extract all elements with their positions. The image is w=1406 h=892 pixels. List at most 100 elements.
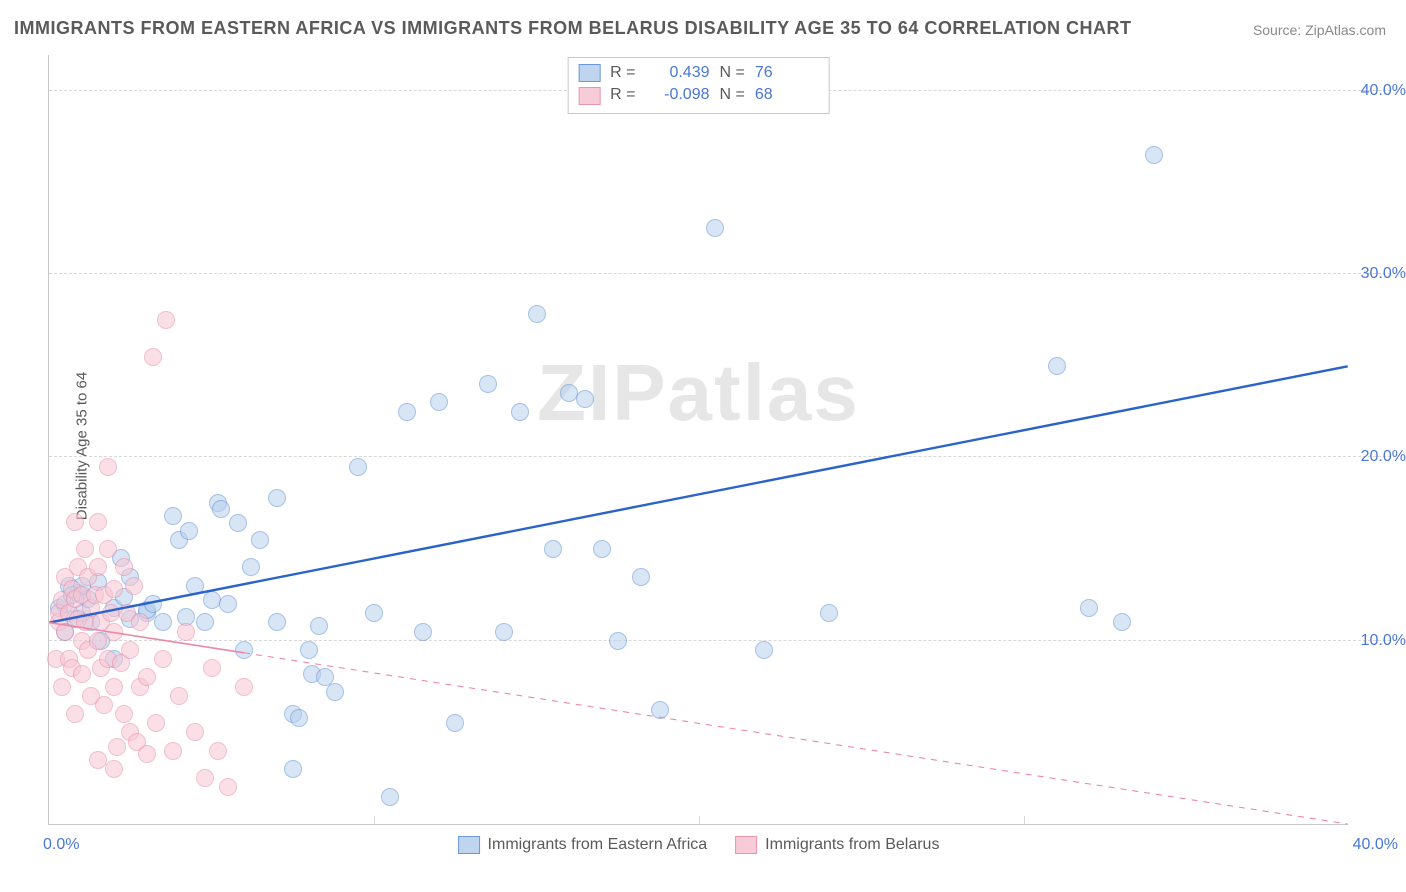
point-eastern_africa [268, 489, 286, 507]
point-belarus [164, 742, 182, 760]
point-belarus [157, 311, 175, 329]
point-eastern_africa [290, 709, 308, 727]
point-belarus [186, 723, 204, 741]
y-tick-label: 20.0% [1361, 448, 1406, 466]
n-label-0: N = [720, 62, 745, 84]
point-belarus [108, 738, 126, 756]
point-eastern_africa [706, 219, 724, 237]
point-belarus [105, 580, 123, 598]
point-belarus [89, 751, 107, 769]
point-eastern_africa [186, 577, 204, 595]
stats-row-series-1: R = -0.098 N = 68 [578, 84, 819, 106]
point-belarus [95, 696, 113, 714]
point-belarus [115, 705, 133, 723]
stats-box: R = 0.439 N = 76 R = -0.098 N = 68 [567, 57, 830, 114]
point-belarus [147, 714, 165, 732]
point-belarus [115, 558, 133, 576]
point-belarus [131, 613, 149, 631]
point-eastern_africa [1080, 599, 1098, 617]
source-name: ZipAtlas.com [1305, 22, 1386, 38]
point-belarus [66, 513, 84, 531]
swatch-series-0 [578, 64, 600, 82]
point-eastern_africa [446, 714, 464, 732]
point-belarus [121, 641, 139, 659]
trendlines-layer [49, 55, 1348, 824]
point-belarus [209, 742, 227, 760]
point-eastern_africa [284, 760, 302, 778]
point-eastern_africa [398, 403, 416, 421]
point-belarus [53, 678, 71, 696]
point-eastern_africa [651, 701, 669, 719]
y-tick-label: 40.0% [1361, 82, 1406, 100]
source-attribution: Source: ZipAtlas.com [1253, 22, 1386, 38]
point-eastern_africa [180, 522, 198, 540]
point-eastern_africa [154, 613, 172, 631]
point-eastern_africa [576, 390, 594, 408]
point-eastern_africa [632, 568, 650, 586]
point-belarus [138, 668, 156, 686]
point-belarus [73, 665, 91, 683]
stats-row-series-0: R = 0.439 N = 76 [578, 62, 819, 84]
point-eastern_africa [164, 507, 182, 525]
grid-h [49, 456, 1396, 457]
n-value-1: 68 [755, 84, 819, 106]
point-belarus [99, 540, 117, 558]
point-eastern_africa [544, 540, 562, 558]
grid-h [49, 640, 1396, 641]
point-eastern_africa [479, 375, 497, 393]
point-eastern_africa [242, 558, 260, 576]
point-belarus [105, 678, 123, 696]
r-label-1: R = [610, 84, 635, 106]
r-value-0: 0.439 [646, 62, 710, 84]
legend-label-0: Immigrants from Eastern Africa [488, 836, 708, 854]
point-eastern_africa [414, 623, 432, 641]
point-eastern_africa [381, 788, 399, 806]
point-eastern_africa [326, 683, 344, 701]
point-belarus [89, 558, 107, 576]
n-value-0: 76 [755, 62, 819, 84]
point-belarus [170, 687, 188, 705]
grid-v [374, 816, 375, 824]
grid-h [49, 273, 1396, 274]
watermark-bold: ZIP [537, 348, 667, 437]
legend-item-1: Immigrants from Belarus [735, 836, 939, 854]
point-belarus [66, 705, 84, 723]
legend-swatch-1 [735, 836, 757, 854]
point-eastern_africa [430, 393, 448, 411]
legend-swatch-0 [458, 836, 480, 854]
r-value-1: -0.098 [646, 84, 710, 106]
point-belarus [154, 650, 172, 668]
point-eastern_africa [144, 595, 162, 613]
point-eastern_africa [196, 613, 214, 631]
point-eastern_africa [229, 514, 247, 532]
point-belarus [144, 348, 162, 366]
point-eastern_africa [528, 305, 546, 323]
point-eastern_africa [1113, 613, 1131, 631]
point-belarus [235, 678, 253, 696]
legend: Immigrants from Eastern Africa Immigrant… [458, 836, 940, 854]
point-belarus [125, 577, 143, 595]
point-belarus [89, 513, 107, 531]
grid-v [699, 816, 700, 824]
point-eastern_africa [593, 540, 611, 558]
point-eastern_africa [495, 623, 513, 641]
source-prefix: Source: [1253, 22, 1305, 38]
point-belarus [177, 623, 195, 641]
n-label-1: N = [720, 84, 745, 106]
point-belarus [76, 540, 94, 558]
point-belarus [219, 778, 237, 796]
point-eastern_africa [300, 641, 318, 659]
point-belarus [89, 632, 107, 650]
point-belarus [138, 745, 156, 763]
point-eastern_africa [212, 500, 230, 518]
point-eastern_africa [235, 641, 253, 659]
point-eastern_africa [268, 613, 286, 631]
chart-title: IMMIGRANTS FROM EASTERN AFRICA VS IMMIGR… [14, 18, 1132, 39]
point-belarus [105, 623, 123, 641]
point-belarus [99, 458, 117, 476]
point-eastern_africa [365, 604, 383, 622]
y-tick-label: 10.0% [1361, 632, 1406, 650]
point-eastern_africa [609, 632, 627, 650]
plot-area: ZIPatlas R = 0.439 N = 76 R = -0.098 N =… [48, 55, 1348, 825]
legend-label-1: Immigrants from Belarus [765, 836, 939, 854]
